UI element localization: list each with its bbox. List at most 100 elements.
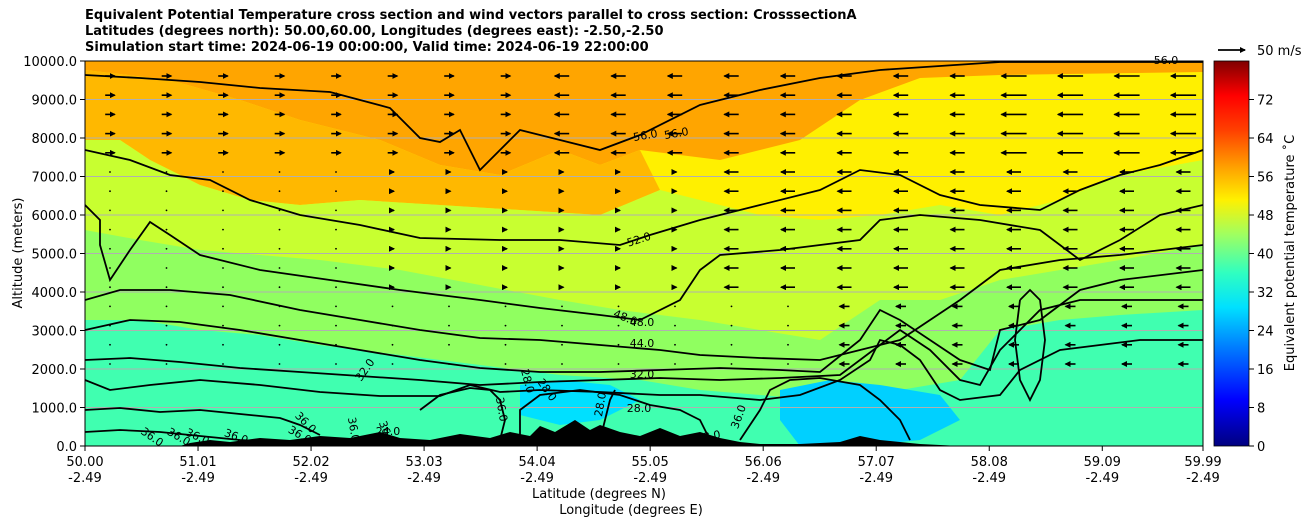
x-tick-label-lon: -2.49 — [746, 471, 780, 486]
contour-label: 24.0 — [376, 425, 401, 438]
y-tick-label: 1000.0 — [32, 402, 78, 417]
wind-vector — [109, 209, 111, 212]
x-tick-label-lon: -2.49 — [859, 471, 893, 486]
wind-vector — [165, 228, 168, 231]
chart-title-line-2: Latitudes (degrees north): 50.00,60.00, … — [85, 24, 664, 39]
wind-vector — [109, 267, 111, 269]
wind-vector — [561, 343, 563, 346]
wind-vector — [165, 343, 168, 346]
colorbar-tick-label: 56 — [1257, 171, 1274, 186]
colorbar-ticks: 0 8 16 24 32 40 48 56 64 72 — [1249, 94, 1274, 455]
wind-vector — [222, 267, 224, 269]
x-tick-label-lon: -2.49 — [1085, 471, 1119, 486]
wind-vector — [335, 190, 337, 193]
contour-label: 36.0 — [493, 396, 510, 422]
wind-vector — [674, 343, 676, 346]
contour-32-loop — [419, 387, 506, 441]
wind-vector — [391, 305, 394, 308]
wind-vector — [165, 305, 168, 308]
wind-vector — [222, 228, 224, 231]
x-axis-label-lon: Longitude (degrees E) — [559, 503, 703, 518]
wind-vector — [448, 305, 450, 308]
wind-vector — [165, 267, 168, 269]
wind-vector — [391, 343, 394, 346]
wind-vector — [278, 305, 281, 308]
wind-vector — [335, 363, 337, 365]
colorbar-tick-label: 72 — [1257, 94, 1274, 109]
band-orange-upper — [85, 61, 1203, 175]
colorbar — [1213, 60, 1250, 447]
y-tick-label: 8000.0 — [32, 132, 78, 147]
chart-title-line-3: Simulation start time: 2024-06-19 00:00:… — [85, 40, 649, 55]
contour-east-fold — [1014, 288, 1046, 403]
contour-label: 44.0 — [630, 337, 655, 350]
y-tick-label: 5000.0 — [32, 248, 78, 263]
wind-vector — [617, 305, 620, 308]
wind-vector — [617, 324, 620, 327]
contour-48-lower — [85, 244, 1203, 361]
x-tick-label-lon: -2.49 — [972, 471, 1006, 486]
wind-vector — [335, 343, 337, 346]
x-tick-label-lat: 59.99 — [1184, 455, 1221, 470]
contour-28-loop — [519, 389, 711, 441]
colorbar-tick-label: 48 — [1257, 209, 1274, 224]
y-tick-label: 2000.0 — [32, 363, 78, 378]
wind-vector — [222, 171, 224, 173]
wind-vector — [787, 363, 789, 365]
wind-vector — [109, 343, 111, 346]
wind-vector — [787, 343, 789, 346]
y-tick-label: 6000.0 — [32, 209, 78, 224]
contour-label: 28.0 — [627, 402, 652, 415]
wind-vector — [222, 286, 224, 289]
y-tick-label: 4000.0 — [32, 286, 78, 301]
wind-vector — [561, 305, 563, 308]
wind-vector — [504, 324, 507, 327]
y-tick-label: 10000.0 — [23, 55, 77, 70]
wind-vector — [504, 343, 507, 346]
x-tick-label-lon: -2.49 — [294, 471, 328, 486]
wind-vector — [617, 343, 620, 346]
wind-vector — [109, 247, 111, 250]
colorbar-tick-label: 16 — [1257, 363, 1274, 378]
wind-vector — [617, 363, 620, 365]
wind-vector — [278, 190, 281, 193]
wind-vector — [109, 305, 111, 308]
wind-vector — [278, 228, 281, 231]
colorbar-tick-label: 64 — [1257, 132, 1274, 147]
wind-vector — [448, 343, 450, 346]
wind-vector — [335, 324, 337, 327]
wind-vector — [109, 228, 111, 231]
wind-vectors — [105, 73, 1197, 367]
colorbar-label: Equivalent potential temperature ˚C — [1282, 135, 1298, 371]
contour-label: 28.0 — [592, 391, 609, 417]
band-orange-mid — [85, 70, 660, 215]
x-tick-label-lat: 51.01 — [179, 455, 216, 470]
wind-vector — [335, 209, 337, 212]
x-axis: 50.00-2.4951.01-2.4952.02-2.4953.03-2.49… — [66, 446, 1222, 486]
wind-vector — [222, 363, 224, 365]
contour-label: 36.0 — [345, 416, 362, 442]
wind-vector — [165, 209, 168, 212]
contour-28-right — [739, 377, 911, 441]
band-cyan-pocket — [520, 380, 640, 425]
wind-vector — [561, 363, 563, 365]
wind-vector — [109, 286, 111, 289]
x-tick-label-lat: 55.05 — [632, 455, 669, 470]
y-tick-label: 9000.0 — [32, 94, 78, 109]
wind-vector — [109, 171, 111, 173]
wind-vector — [109, 324, 111, 327]
wind-vector — [222, 209, 224, 212]
wind-vector — [335, 305, 337, 308]
wind-vector — [165, 324, 168, 327]
wind-vector — [222, 343, 224, 346]
wind-vector — [165, 171, 168, 173]
y-tick-label: 0.0 — [56, 440, 77, 455]
x-tick-label-lon: -2.49 — [520, 471, 554, 486]
wind-vector — [278, 363, 281, 365]
colorbar-tick-label: 24 — [1257, 325, 1274, 340]
contour-label: 28.0 — [695, 428, 721, 445]
wind-vector — [278, 209, 281, 212]
wind-vector — [278, 324, 281, 327]
colorbar-tick-label: 8 — [1257, 402, 1265, 417]
terrain — [180, 420, 960, 446]
